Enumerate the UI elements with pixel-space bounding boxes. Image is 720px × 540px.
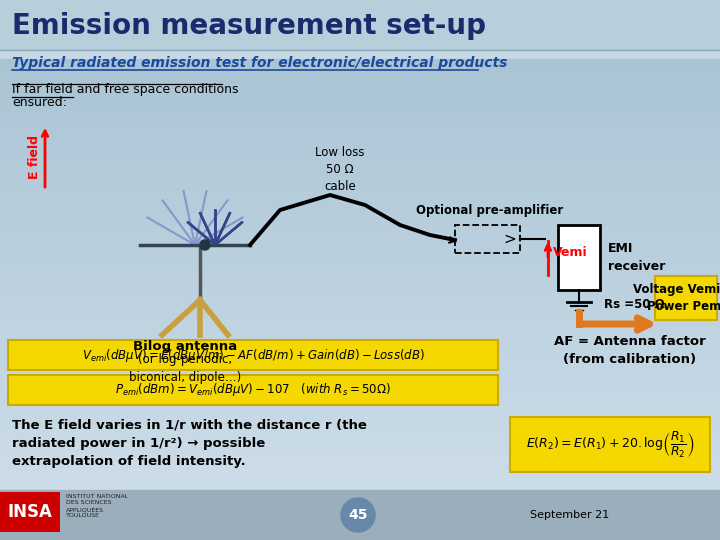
Bar	[0, 66, 720, 75]
Bar	[0, 332, 720, 340]
Text: The E field varies in 1/r with the distance r (the
radiated power in 1/r²) → pos: The E field varies in 1/r with the dista…	[12, 418, 367, 468]
Bar	[0, 202, 720, 211]
Text: Typical radiated emission test for electronic/electrical products: Typical radiated emission test for elect…	[12, 56, 508, 70]
Bar	[0, 95, 720, 103]
Bar	[0, 417, 720, 426]
Bar	[0, 403, 720, 411]
Text: INSA: INSA	[8, 503, 53, 521]
Bar	[0, 260, 720, 268]
Bar	[0, 195, 720, 204]
Bar	[0, 102, 720, 110]
Bar	[510, 417, 710, 472]
Bar	[0, 302, 720, 311]
Bar	[0, 80, 720, 89]
Bar	[0, 231, 720, 239]
Text: (or log-periodic,
biconical, dipole…): (or log-periodic, biconical, dipole…)	[129, 353, 241, 384]
Bar	[0, 159, 720, 167]
Bar	[0, 424, 720, 433]
Text: INSTITUT NATIONAL
DES SCIENCES
APPLIQUÉES
TOULOUSE: INSTITUT NATIONAL DES SCIENCES APPLIQUÉE…	[66, 494, 128, 518]
Bar	[0, 295, 720, 303]
Bar	[0, 439, 720, 447]
Text: Vemi: Vemi	[553, 246, 588, 260]
Bar	[8, 340, 498, 370]
Bar	[0, 317, 720, 325]
Bar	[0, 267, 720, 275]
Bar	[0, 453, 720, 461]
Bar	[0, 288, 720, 296]
Text: ensured:: ensured:	[12, 96, 67, 109]
Text: $P_{emi}(dBm) = V_{emi}(dB\mu V) - 107 \quad (with\ R_s = 50\Omega)$: $P_{emi}(dBm) = V_{emi}(dB\mu V) - 107 \…	[115, 381, 391, 399]
Bar	[0, 166, 720, 174]
Text: September 21: September 21	[530, 510, 609, 520]
Bar	[0, 87, 720, 96]
Text: If far field and free space conditions: If far field and free space conditions	[12, 83, 238, 96]
Bar	[0, 468, 720, 476]
Text: EMI
receiver: EMI receiver	[608, 242, 665, 273]
Text: Emission measurement set-up: Emission measurement set-up	[12, 12, 486, 40]
Bar	[0, 0, 720, 50]
Text: Bilog antenna: Bilog antenna	[133, 340, 237, 353]
Text: Optional pre-amplifier: Optional pre-amplifier	[416, 204, 564, 217]
Bar	[0, 181, 720, 189]
Bar	[0, 396, 720, 404]
Bar	[0, 460, 720, 469]
Bar	[8, 375, 498, 405]
Text: Rs =50 Ω: Rs =50 Ω	[604, 298, 665, 311]
Bar	[0, 217, 720, 225]
Bar	[0, 116, 720, 125]
Text: >: >	[503, 232, 516, 246]
Bar	[0, 131, 720, 139]
Text: AF = Antenna factor
(from calibration): AF = Antenna factor (from calibration)	[554, 335, 706, 366]
Bar	[0, 446, 720, 454]
Bar	[0, 389, 720, 397]
Bar	[0, 324, 720, 332]
Bar	[0, 152, 720, 160]
Bar	[0, 138, 720, 146]
Bar	[0, 109, 720, 117]
Bar	[0, 145, 720, 153]
Bar	[0, 188, 720, 196]
Bar	[558, 225, 600, 290]
Circle shape	[341, 498, 375, 532]
Bar	[0, 210, 720, 218]
Bar	[0, 346, 720, 354]
Bar	[0, 274, 720, 282]
Bar	[0, 59, 720, 67]
Bar	[0, 353, 720, 361]
Bar	[0, 410, 720, 418]
Bar	[0, 73, 720, 82]
Bar	[0, 475, 720, 483]
Text: $E(R_2) = E(R_1) + 20.\log\!\left(\dfrac{R_1}{R_2}\right)$: $E(R_2) = E(R_1) + 20.\log\!\left(\dfrac…	[526, 430, 694, 460]
Bar	[0, 245, 720, 253]
Text: $V_{emi}(dB\mu V) = E(dB\mu V/m) - AF(dB/m) + Gain(dB) - Loss(dB)$: $V_{emi}(dB\mu V) = E(dB\mu V/m) - AF(dB…	[81, 347, 425, 363]
Bar	[0, 374, 720, 382]
Bar	[0, 339, 720, 347]
Text: Voltage Vemi or
Power Pemi: Voltage Vemi or Power Pemi	[634, 283, 720, 313]
Bar	[0, 281, 720, 289]
Bar	[0, 174, 720, 182]
Bar	[0, 360, 720, 368]
Bar	[0, 482, 720, 490]
Bar	[0, 238, 720, 246]
Bar	[655, 276, 717, 320]
Bar	[0, 381, 720, 390]
Bar	[0, 492, 60, 532]
Text: Low loss
50 Ω
cable: Low loss 50 Ω cable	[315, 146, 365, 193]
Text: 45: 45	[348, 508, 368, 522]
Bar	[0, 431, 720, 440]
Bar	[0, 253, 720, 261]
Bar	[0, 490, 720, 540]
Text: E field: E field	[29, 135, 42, 179]
Circle shape	[200, 240, 210, 250]
Bar	[0, 367, 720, 375]
Bar	[0, 224, 720, 232]
Bar	[0, 124, 720, 132]
Bar	[0, 310, 720, 318]
